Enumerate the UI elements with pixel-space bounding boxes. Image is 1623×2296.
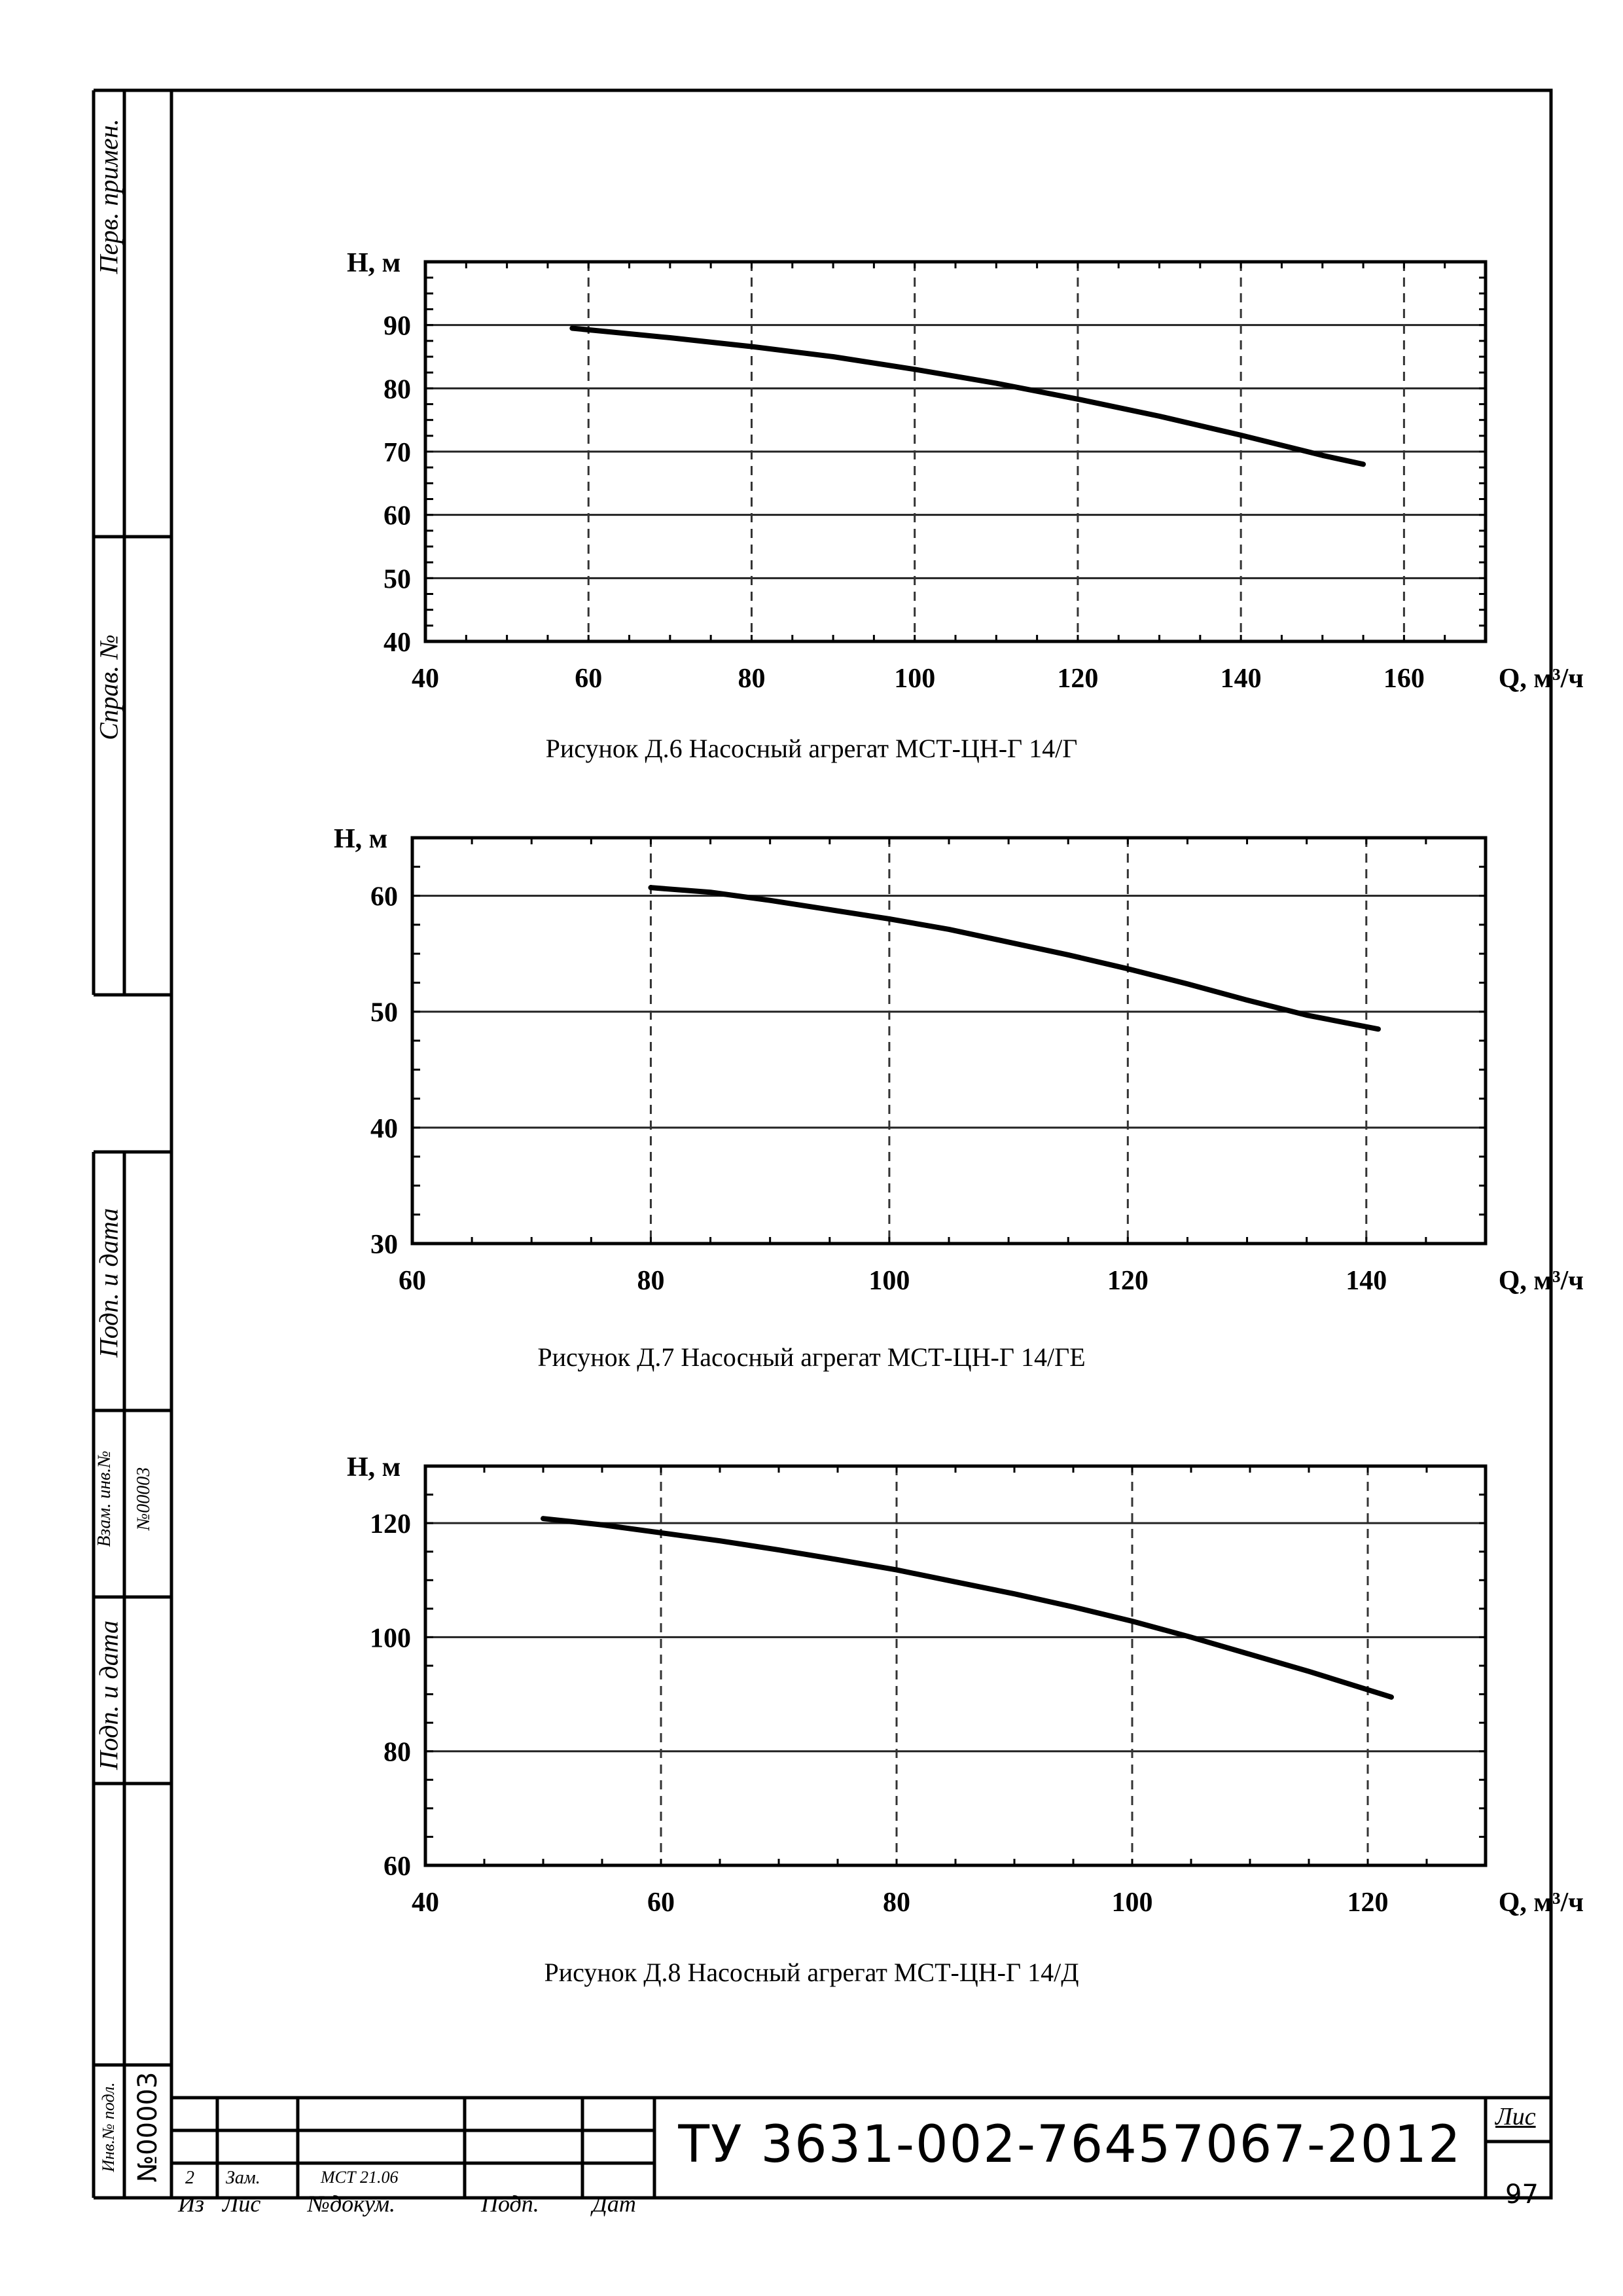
x-tick-label: 60 (399, 1266, 426, 1296)
x-tick-label: 120 (1107, 1266, 1149, 1296)
y-tick-label: 60 (370, 882, 398, 912)
side-label-sign-date-2: Подп. и дата (94, 1620, 124, 1770)
y-tick-label: 60 (383, 501, 411, 531)
x-tick-label: 140 (1346, 1266, 1387, 1296)
stamp-col-izm: Из (178, 2191, 205, 2217)
stamp-col-date: Дат (592, 2191, 636, 2217)
document-code: ТУ 3631-002-76457067-2012 (678, 2115, 1462, 2174)
x-tick-label: 80 (637, 1266, 664, 1296)
x-tick-label: 120 (1347, 1888, 1389, 1918)
y-tick-label: 40 (383, 628, 411, 658)
y-tick-label: 120 (370, 1509, 411, 1539)
series-line (648, 885, 1381, 1032)
x-tick-label: 40 (412, 664, 439, 694)
x-axis-label: Q, м³/ч (1499, 664, 1584, 694)
plot-area-border (410, 836, 1488, 1246)
y-tick-label: 50 (383, 564, 411, 594)
stamp-col-sign: Подп. (481, 2191, 539, 2217)
stamp-change-type: Зам. (226, 2168, 260, 2188)
y-tick-label: 80 (383, 374, 411, 404)
x-tick-label: 60 (575, 664, 602, 694)
y-tick-label: 90 (383, 312, 411, 342)
side-label-replace-inv: Взам. инв.№ (94, 1450, 115, 1547)
y-tick-label: 80 (383, 1738, 411, 1768)
side-label-inv-no-value: №00003 (133, 2072, 163, 2183)
y-tick-label: 50 (370, 998, 398, 1028)
chart-d7-caption: Рисунок Д.7 Насосный агрегат МСТ-ЦН-Г 14… (537, 1342, 1086, 1372)
x-axis-label: Q, м³/ч (1499, 1266, 1584, 1296)
x-tick-label: 80 (883, 1888, 910, 1918)
y-tick-label: 30 (370, 1230, 398, 1260)
x-tick-label: 100 (1112, 1888, 1153, 1918)
stamp-change-no: 2 (185, 2168, 194, 2188)
chart-d6-caption: Рисунок Д.6 Насосный агрегат МСТ-ЦН-Г 14… (545, 734, 1078, 763)
x-tick-label: 160 (1383, 664, 1425, 694)
x-tick-label: 140 (1221, 664, 1262, 694)
y-tick-label: 60 (383, 1852, 411, 1882)
chart-d8-caption: Рисунок Д.8 Насосный агрегат МСТ-ЦН-Г 14… (544, 1958, 1079, 1987)
series-line (541, 1516, 1394, 1700)
y-tick-label: 40 (370, 1114, 398, 1144)
x-tick-label: 60 (647, 1888, 675, 1918)
side-label-ref-no: Справ. № (94, 634, 124, 740)
x-tick-label: 80 (738, 664, 765, 694)
chart-d7: 60 80 100 120 140 30 40 50 60 Н, м Q, м³/ч (334, 824, 1584, 1296)
side-label-replace-inv-value: №00003 (134, 1467, 154, 1531)
side-label-inv-no-orig: Инв.№ подл. (99, 2082, 118, 2172)
stamp-document-ref: МСТ 21.06 (321, 2168, 399, 2187)
sheet-number: 97 (1505, 2179, 1539, 2210)
side-label-sign-date-1: Подп. и дата (94, 1208, 124, 1358)
stamp-col-list: Лис (223, 2191, 261, 2217)
chart-d6: 40 60 80 100 120 140 160 40 50 60 70 80 90 Н, м Q, м³/… (347, 248, 1584, 694)
y-axis-label: Н, м (347, 1452, 401, 1482)
x-axis-label: Q, м³/ч (1499, 1888, 1584, 1918)
y-axis-label: Н, м (347, 248, 401, 278)
y-axis-label: Н, м (334, 824, 387, 854)
y-tick-label: 70 (383, 438, 411, 468)
y-tick-label: 100 (370, 1623, 411, 1653)
stamp-col-doc: №докум. (308, 2191, 396, 2217)
plot-area-border (423, 1464, 1488, 1867)
series-line (569, 325, 1366, 467)
sheet-label: Лис (1495, 2103, 1536, 2130)
x-tick-label: 100 (868, 1266, 910, 1296)
x-tick-label: 100 (894, 664, 935, 694)
plot-area-border (423, 260, 1488, 643)
x-tick-label: 120 (1057, 664, 1098, 694)
x-tick-label: 40 (412, 1888, 439, 1918)
